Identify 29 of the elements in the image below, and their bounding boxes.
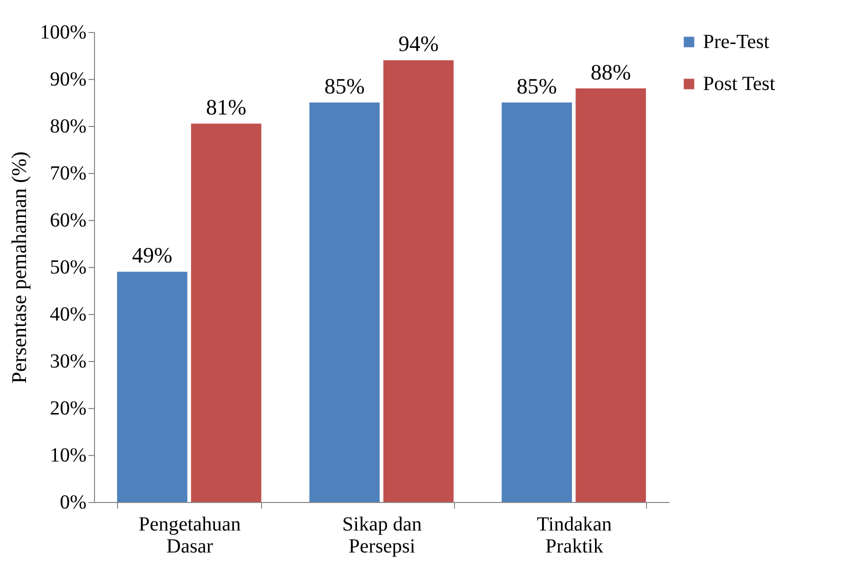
bar xyxy=(383,60,454,502)
y-tick-label: 20% xyxy=(50,398,86,420)
bar xyxy=(576,88,646,502)
y-tick-label: 10% xyxy=(50,444,86,466)
bar xyxy=(502,102,572,502)
data-label: 88% xyxy=(590,59,631,84)
x-tick-label: Tindakan Praktik xyxy=(536,514,612,558)
bar xyxy=(191,124,262,502)
legend-label: Post Test xyxy=(703,73,776,95)
y-tick-label: 60% xyxy=(50,210,86,232)
data-label: 81% xyxy=(206,94,246,120)
data-label: 49% xyxy=(132,242,172,268)
legend-label: Pre-Test xyxy=(703,31,770,53)
data-label: 85% xyxy=(324,74,365,98)
bar xyxy=(117,272,188,502)
x-tick-label: Sikap dan Persepsi xyxy=(342,514,422,558)
y-tick-label: 90% xyxy=(50,68,86,90)
bar xyxy=(309,102,380,502)
y-tick-label: 80% xyxy=(50,116,86,138)
y-tick-label: 70% xyxy=(50,162,86,184)
x-tick-label: Pengetahuan Dasar xyxy=(138,514,241,558)
y-tick-label: 100% xyxy=(40,22,86,44)
y-axis-title: Persentase pemahaman (%) xyxy=(6,151,31,384)
y-tick-label: 0% xyxy=(60,492,86,514)
data-label: 85% xyxy=(516,74,557,98)
data-label: 94% xyxy=(398,31,439,56)
y-tick-label: 50% xyxy=(50,256,86,278)
y-tick-label: 40% xyxy=(50,304,86,326)
y-tick-label: 30% xyxy=(50,350,86,372)
